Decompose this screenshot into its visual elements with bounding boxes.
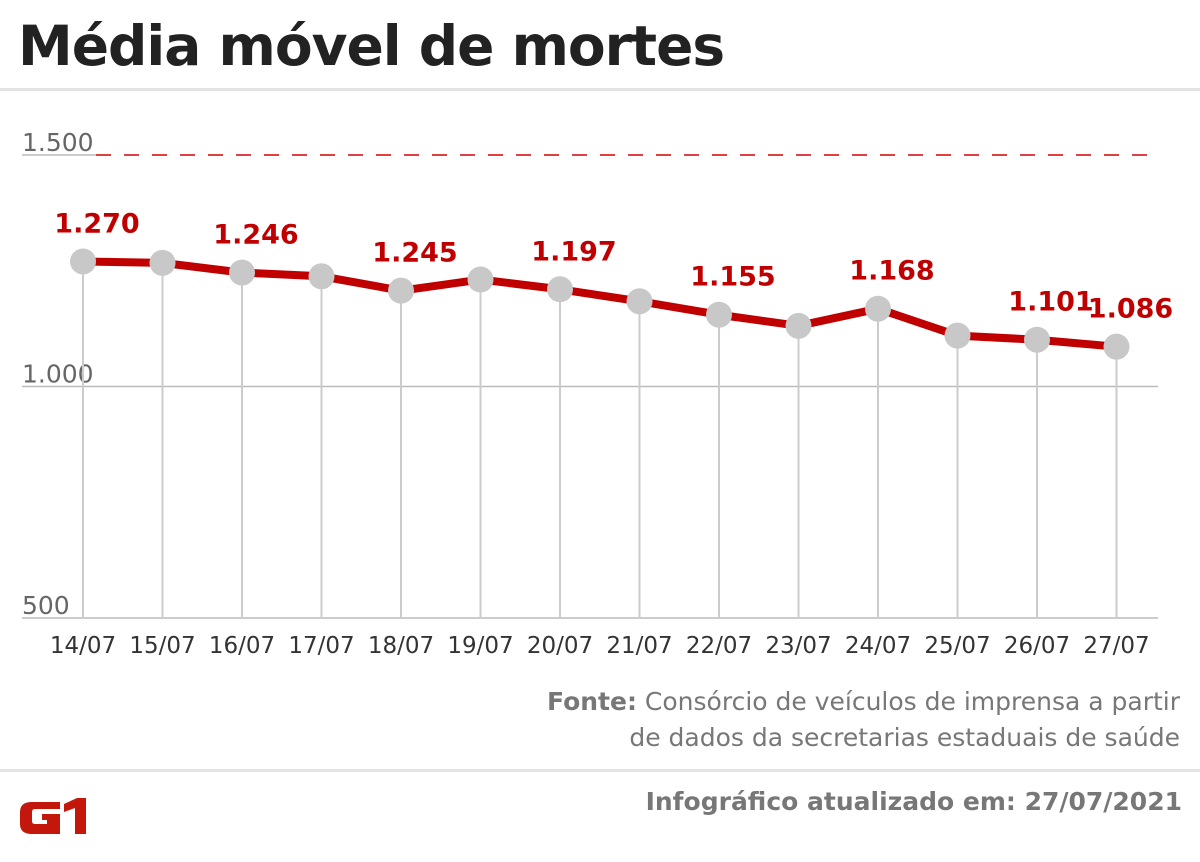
x-tick-label: 14/07	[50, 633, 116, 659]
data-point	[388, 277, 414, 304]
updated-timestamp: Infográfico atualizado em: 27/07/2021	[645, 787, 1182, 816]
x-tick-label: 20/07	[527, 633, 593, 659]
data-label: 1.168	[849, 256, 934, 287]
title-divider	[0, 88, 1200, 91]
x-tick-label: 16/07	[209, 633, 275, 659]
x-tick-label: 26/07	[1004, 633, 1070, 659]
data-point	[149, 249, 176, 276]
x-tick-label: 15/07	[129, 633, 195, 659]
data-point	[706, 301, 732, 328]
data-label: 1.101	[1008, 287, 1093, 318]
data-point	[785, 312, 812, 339]
x-tick-label: 19/07	[447, 633, 513, 659]
x-tick-label: 25/07	[924, 633, 990, 659]
x-tick-label: 18/07	[368, 633, 434, 659]
x-tick-label: 17/07	[288, 633, 354, 659]
data-label: 1.246	[213, 220, 298, 251]
data-label: 1.197	[531, 236, 616, 267]
chart-title: Média móvel de mortes	[18, 14, 725, 78]
x-tick-label: 22/07	[686, 633, 752, 659]
data-point	[229, 259, 255, 286]
series-line	[79, 257, 1121, 351]
source-label: Fonte:	[547, 687, 637, 716]
x-tick-label: 23/07	[765, 633, 831, 659]
data-point	[1024, 326, 1050, 353]
data-label: 1.155	[690, 262, 775, 293]
data-point	[70, 248, 96, 275]
data-point	[944, 322, 971, 349]
data-label: 1.270	[54, 208, 139, 239]
line-chart: 500 1.000 1.500 14/07 15/07 16/07 17/07 18/07 19…	[22, 128, 1173, 659]
data-point	[626, 288, 653, 315]
data-label: 1.086	[1088, 294, 1173, 325]
data-point	[467, 266, 494, 293]
source-line-1: Consórcio de veículos de imprensa a part…	[644, 687, 1180, 716]
g1-logo: G1	[20, 798, 86, 834]
data-point	[1103, 333, 1130, 360]
x-tick-label: 27/07	[1083, 633, 1149, 659]
y-tick-label: 1.000	[22, 360, 94, 389]
y-tick-label: 500	[22, 591, 70, 620]
x-tick-label: 21/07	[606, 633, 672, 659]
source-note: Fonte: Consórcio de veículos de imprensa…	[547, 684, 1180, 756]
data-point	[308, 263, 335, 290]
data-label: 1.245	[372, 238, 457, 269]
data-point	[547, 276, 573, 303]
data-point	[865, 295, 891, 322]
y-tick-label: 1.500	[22, 128, 94, 157]
source-line-2: de dados da secretarias estaduais de saú…	[629, 723, 1180, 752]
x-tick-label: 24/07	[845, 633, 911, 659]
footer-divider	[0, 769, 1200, 772]
